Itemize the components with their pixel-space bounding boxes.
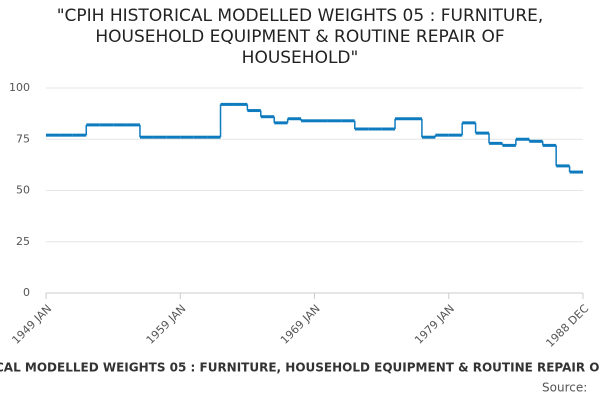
x-tick-label: 1959 JAN	[144, 302, 189, 347]
y-tick-label: 100	[9, 81, 30, 94]
y-tick-label: 0	[23, 286, 30, 299]
y-tick-label: 50	[16, 184, 30, 197]
x-tick-label: 1979 JAN	[412, 302, 457, 347]
footer: CPIH HISTORICAL MODELLED WEIGHTS 05 : FU…	[0, 361, 600, 375]
y-tick-label: 75	[16, 132, 30, 145]
x-tick-label: 1949 JAN	[9, 302, 54, 347]
x-tick-label: 1969 JAN	[278, 302, 323, 347]
y-tick-label: 25	[16, 235, 30, 248]
chart-title: "CPIH HISTORICAL MODELLED WEIGHTS 05 : F…	[56, 6, 544, 68]
x-tick-label: 1988 DEC	[543, 302, 591, 350]
source: Source:	[542, 381, 587, 395]
